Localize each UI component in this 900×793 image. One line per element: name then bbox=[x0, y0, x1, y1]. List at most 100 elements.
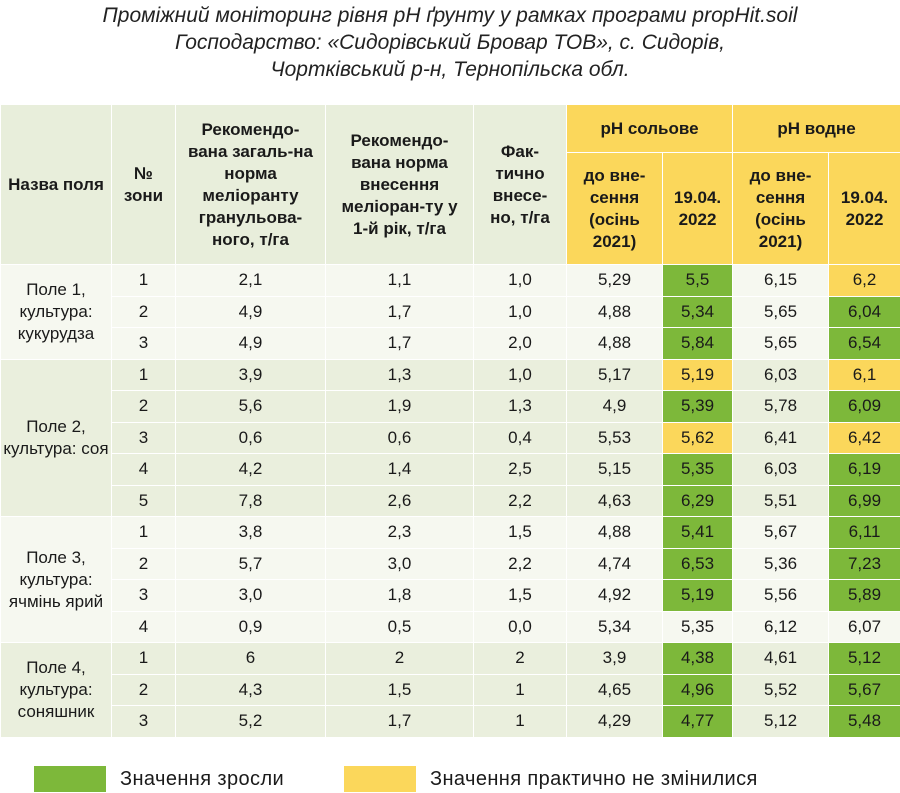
caption-line-2: Господарство: «Сидорівський Бровар ТОВ»,… bbox=[175, 31, 725, 54]
actual-cell: 2,2 bbox=[473, 547, 567, 580]
ph-salt-before-cell: 4,65 bbox=[566, 673, 663, 706]
total-norm-cell: 0,9 bbox=[175, 610, 326, 643]
ph-water-before-cell: 6,15 bbox=[732, 264, 829, 297]
total-norm-cell: 3,8 bbox=[175, 516, 326, 549]
legend-swatch-unchanged bbox=[344, 766, 416, 792]
ph-water-after-cell: 5,12 bbox=[827, 642, 900, 675]
ph-water-after-cell: 5,89 bbox=[827, 579, 900, 612]
ph-water-after-cell: 6,1 bbox=[827, 358, 900, 391]
ph-water-after-cell: 7,23 bbox=[827, 547, 900, 580]
ph-salt-before-cell: 4,29 bbox=[566, 705, 663, 738]
ph-water-after-cell: 6,09 bbox=[827, 390, 900, 423]
ph-water-after-cell: 6,99 bbox=[827, 484, 900, 517]
total-norm-cell: 2,1 bbox=[175, 264, 326, 297]
ph-water-before-cell: 5,52 bbox=[732, 673, 829, 706]
header-ph-salt: pH сольове bbox=[566, 104, 733, 153]
ph-salt-after-cell: 5,35 bbox=[662, 610, 733, 643]
ph-monitoring-table: Назва поля № зони Рекомендо-вана загаль-… bbox=[0, 104, 900, 738]
actual-cell: 1 bbox=[473, 705, 567, 738]
legend: Значення зросли Значення практично не зм… bbox=[0, 760, 900, 793]
actual-cell: 2,0 bbox=[473, 327, 567, 360]
ph-salt-after-cell: 5,41 bbox=[662, 516, 733, 549]
ph-salt-before-cell: 5,15 bbox=[566, 453, 663, 486]
zone-cell: 1 bbox=[111, 516, 176, 549]
first-year-norm-cell: 1,7 bbox=[325, 705, 474, 738]
header-ph-water-before: до вне-сення (осінь 2021) bbox=[732, 152, 829, 265]
table-row: 5 7,8 2,6 2,2 4,63 6,29 5,51 6,99 bbox=[1, 484, 900, 517]
total-norm-cell: 3,0 bbox=[175, 579, 326, 612]
zone-cell: 3 bbox=[111, 579, 176, 612]
first-year-norm-cell: 1,1 bbox=[325, 264, 474, 297]
ph-water-before-cell: 5,51 bbox=[732, 484, 829, 517]
ph-water-after-cell: 6,11 bbox=[827, 516, 900, 549]
table-row: 2 5,6 1,9 1,3 4,9 5,39 5,78 6,09 bbox=[1, 390, 900, 423]
actual-cell: 2,2 bbox=[473, 484, 567, 517]
ph-salt-after-cell: 5,19 bbox=[662, 358, 733, 391]
caption-line-3: Чортківський р-н, Тернопільска обл. bbox=[270, 58, 630, 81]
zone-cell: 2 bbox=[111, 295, 176, 328]
ph-water-before-cell: 5,12 bbox=[732, 705, 829, 738]
header-field-name: Назва поля bbox=[0, 104, 112, 265]
ph-water-after-cell: 6,04 bbox=[827, 295, 900, 328]
zone-cell: 1 bbox=[111, 642, 176, 675]
total-norm-cell: 3,9 bbox=[175, 358, 326, 391]
ph-salt-before-cell: 5,53 bbox=[566, 421, 663, 454]
total-norm-cell: 4,2 bbox=[175, 453, 326, 486]
first-year-norm-cell: 1,3 bbox=[325, 358, 474, 391]
header-actual: Фак-тично внесе-но, т/га bbox=[473, 104, 567, 265]
actual-cell: 1,5 bbox=[473, 579, 567, 612]
first-year-norm-cell: 1,8 bbox=[325, 579, 474, 612]
zone-cell: 5 bbox=[111, 484, 176, 517]
ph-salt-after-cell: 5,34 bbox=[662, 295, 733, 328]
header-ph-water-date: 19.04. 2022 bbox=[827, 152, 900, 265]
header-ph-salt-before: до вне-сення (осінь 2021) bbox=[566, 152, 663, 265]
ph-salt-before-cell: 4,88 bbox=[566, 327, 663, 360]
first-year-norm-cell: 2 bbox=[325, 642, 474, 675]
zone-cell: 2 bbox=[111, 673, 176, 706]
ph-salt-after-cell: 5,62 bbox=[662, 421, 733, 454]
ph-salt-before-cell: 4,88 bbox=[566, 516, 663, 549]
total-norm-cell: 7,8 bbox=[175, 484, 326, 517]
legend-label-increased: Значення зросли bbox=[120, 768, 285, 790]
ph-salt-after-cell: 4,96 bbox=[662, 673, 733, 706]
header-ph-water: pH водне bbox=[731, 104, 900, 153]
table-row: 3 5,2 1,7 1 4,29 4,77 5,12 5,48 bbox=[1, 705, 900, 738]
header-total-norm: Рекомендо-вана загаль-на норма меліорант… bbox=[175, 104, 326, 265]
ph-salt-before-cell: 4,9 bbox=[566, 390, 663, 423]
ph-water-after-cell: 6,54 bbox=[827, 327, 900, 360]
header-zone: № зони bbox=[111, 104, 176, 265]
field-name-cell: Поле 3, культура: ячмінь ярий bbox=[0, 516, 112, 643]
table-row: 2 4,9 1,7 1,0 4,88 5,34 5,65 6,04 bbox=[1, 295, 900, 328]
actual-cell: 0,4 bbox=[473, 421, 567, 454]
table-row: Поле 4, культура: соняшник 1 6 2 2 3,9 4,38 4,6… bbox=[0, 642, 900, 738]
ph-water-before-cell: 5,65 bbox=[732, 295, 829, 328]
table-row: 3 3,0 1,8 1,5 4,92 5,19 5,56 5,89 bbox=[1, 579, 900, 612]
total-norm-cell: 0,6 bbox=[175, 421, 326, 454]
actual-cell: 1,0 bbox=[473, 358, 567, 391]
ph-salt-before-cell: 4,74 bbox=[566, 547, 663, 580]
ph-water-before-cell: 6,03 bbox=[732, 453, 829, 486]
first-year-norm-cell: 2,6 bbox=[325, 484, 474, 517]
ph-salt-after-cell: 4,38 bbox=[662, 642, 733, 675]
ph-water-after-cell: 6,2 bbox=[827, 264, 900, 297]
first-year-norm-cell: 1,7 bbox=[325, 327, 474, 360]
legend-swatch-increased bbox=[34, 766, 106, 792]
ph-water-before-cell: 6,41 bbox=[732, 421, 829, 454]
header-first-year-norm: Рекомендо-вана норма внесення меліоран-т… bbox=[325, 104, 474, 265]
caption: Проміжний моніторинг рівня pH ґрунту у р… bbox=[0, 2, 900, 83]
first-year-norm-cell: 1,7 bbox=[325, 295, 474, 328]
first-year-norm-cell: 1,9 bbox=[325, 390, 474, 423]
table-body: Поле 1, культура: кукурудза 1 2,1 1,1 1,0 5,2… bbox=[0, 264, 900, 738]
first-year-norm-cell: 0,6 bbox=[325, 421, 474, 454]
first-year-norm-cell: 3,0 bbox=[325, 547, 474, 580]
ph-water-after-cell: 6,07 bbox=[827, 610, 900, 643]
ph-salt-after-cell: 5,84 bbox=[662, 327, 733, 360]
zone-cell: 2 bbox=[111, 390, 176, 423]
total-norm-cell: 4,3 bbox=[175, 673, 326, 706]
ph-salt-after-cell: 5,35 bbox=[662, 453, 733, 486]
total-norm-cell: 6 bbox=[175, 642, 326, 675]
actual-cell: 0,0 bbox=[473, 610, 567, 643]
ph-water-before-cell: 5,78 bbox=[732, 390, 829, 423]
ph-water-after-cell: 5,48 bbox=[827, 705, 900, 738]
zone-cell: 4 bbox=[111, 453, 176, 486]
